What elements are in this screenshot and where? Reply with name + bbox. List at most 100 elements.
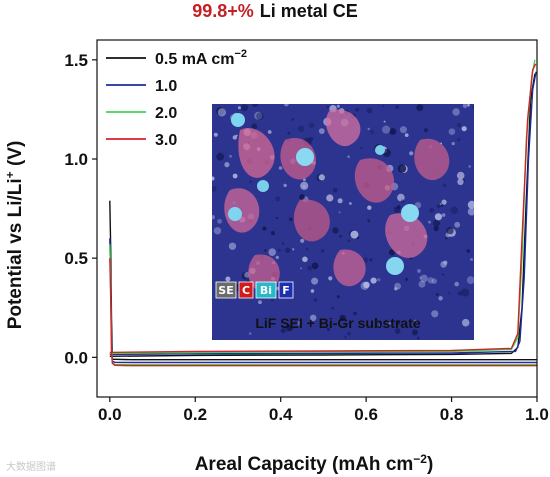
inset-speck	[414, 319, 417, 323]
inset-speck	[359, 146, 363, 149]
inset-speck	[451, 142, 455, 146]
inset-speck	[431, 310, 439, 318]
inset-speck	[416, 104, 424, 112]
inset-speck	[311, 277, 319, 285]
inset-speck	[283, 183, 287, 188]
inset-speck	[235, 134, 238, 137]
inset-speck	[461, 318, 470, 327]
inset-speck	[441, 213, 446, 217]
inset-speck	[454, 281, 460, 287]
series-line-3-plating	[109, 258, 537, 367]
inset-speck	[387, 321, 391, 325]
legend-label-text: 0.5 mA cm	[155, 51, 234, 68]
y-axis-label-text: Potential vs Li/Li	[5, 178, 26, 329]
inset-speck	[318, 174, 325, 181]
inset-speck	[416, 336, 420, 340]
inset-speck	[229, 154, 233, 158]
inset-speck	[270, 298, 274, 302]
inset-speck	[305, 247, 309, 251]
element-label-box	[215, 281, 237, 299]
inset-speck	[275, 255, 279, 260]
inset-bi-particles	[228, 113, 419, 275]
inset-speck	[302, 178, 306, 182]
inset-speck	[288, 217, 293, 222]
inset-speck	[461, 126, 467, 132]
inset-speck	[441, 204, 444, 207]
y-tick-label: 1.0	[64, 150, 88, 169]
inset-speck	[338, 211, 341, 214]
x-axis-label: Areal Capacity (mAh cm−2)	[195, 452, 434, 475]
inset-speck	[442, 183, 447, 188]
y-tick-label: 1.5	[64, 51, 88, 70]
inset-speck	[420, 274, 428, 283]
inset-speck	[311, 262, 319, 270]
inset-speck	[275, 216, 279, 220]
inset-speck	[297, 125, 305, 132]
inset-speck	[379, 324, 382, 327]
inset-speck	[270, 231, 275, 236]
inset-speck	[300, 267, 303, 270]
inset-speck	[397, 164, 407, 173]
plot-frame	[96, 39, 538, 398]
inset-speck	[213, 132, 218, 137]
inset-speck	[216, 152, 225, 161]
inset-speck	[331, 307, 334, 310]
inset-speck	[347, 239, 351, 243]
inset-speck	[431, 278, 438, 285]
x-tick-label: 0.2	[183, 405, 207, 424]
inset-speck	[417, 269, 421, 273]
inset-speck	[292, 248, 295, 251]
inset-speck	[470, 258, 473, 261]
inset-speck	[436, 293, 439, 296]
title-highlight: 99.8+%	[192, 1, 254, 21]
inset-speck	[267, 130, 272, 134]
inset-speck	[278, 166, 283, 170]
inset-speck	[395, 320, 401, 325]
legend-label: 3.0	[155, 132, 177, 149]
inset-speck	[434, 213, 442, 221]
chart-series	[109, 59, 537, 367]
inset-speck	[254, 111, 263, 120]
y-axis-label: Potential vs Li/Li+ (V)	[3, 141, 26, 330]
element-label-text: Bi	[260, 284, 272, 297]
inset-speck	[397, 205, 401, 209]
inset-speck	[383, 120, 386, 123]
inset-speck	[397, 193, 405, 202]
legend-label-text: 2.0	[155, 105, 177, 122]
inset-speck	[217, 108, 226, 117]
inset-speck	[399, 126, 407, 134]
inset-speck	[404, 277, 409, 281]
x-tick-label: 1.0	[525, 405, 549, 424]
inset-speck	[320, 249, 325, 253]
inset-speck	[466, 249, 471, 253]
inset-speck	[287, 131, 291, 135]
inset-speck	[441, 199, 447, 205]
inset-speck	[353, 311, 357, 316]
inset-speck	[241, 272, 249, 280]
inset-speck	[311, 289, 314, 293]
inset-speck	[326, 327, 330, 332]
series-line-1-stripping	[109, 71, 537, 356]
inset-speck	[456, 171, 465, 180]
inset-speck	[436, 203, 441, 209]
inset-speck	[370, 130, 374, 134]
inset-speck	[336, 295, 340, 299]
inset-speck	[280, 328, 286, 334]
inset-speck	[419, 276, 422, 279]
y-tick-label: 0.0	[64, 348, 88, 367]
legend-label: 0.5 mA cm−2	[155, 48, 247, 68]
inset-speck	[302, 256, 308, 263]
inset-speck	[461, 288, 470, 297]
y-axis-label-sup: +	[3, 171, 17, 178]
legend-label: 1.0	[155, 78, 177, 95]
inset-speck	[217, 218, 223, 224]
inset-speck	[310, 289, 315, 294]
inset-speck	[366, 107, 373, 114]
inset-speck	[310, 314, 317, 321]
inset-speck	[467, 104, 470, 107]
x-axis-label-sup: −2	[413, 452, 427, 466]
inset-speck	[394, 287, 398, 291]
inset-speck	[448, 128, 456, 135]
inset-speck	[384, 319, 388, 323]
